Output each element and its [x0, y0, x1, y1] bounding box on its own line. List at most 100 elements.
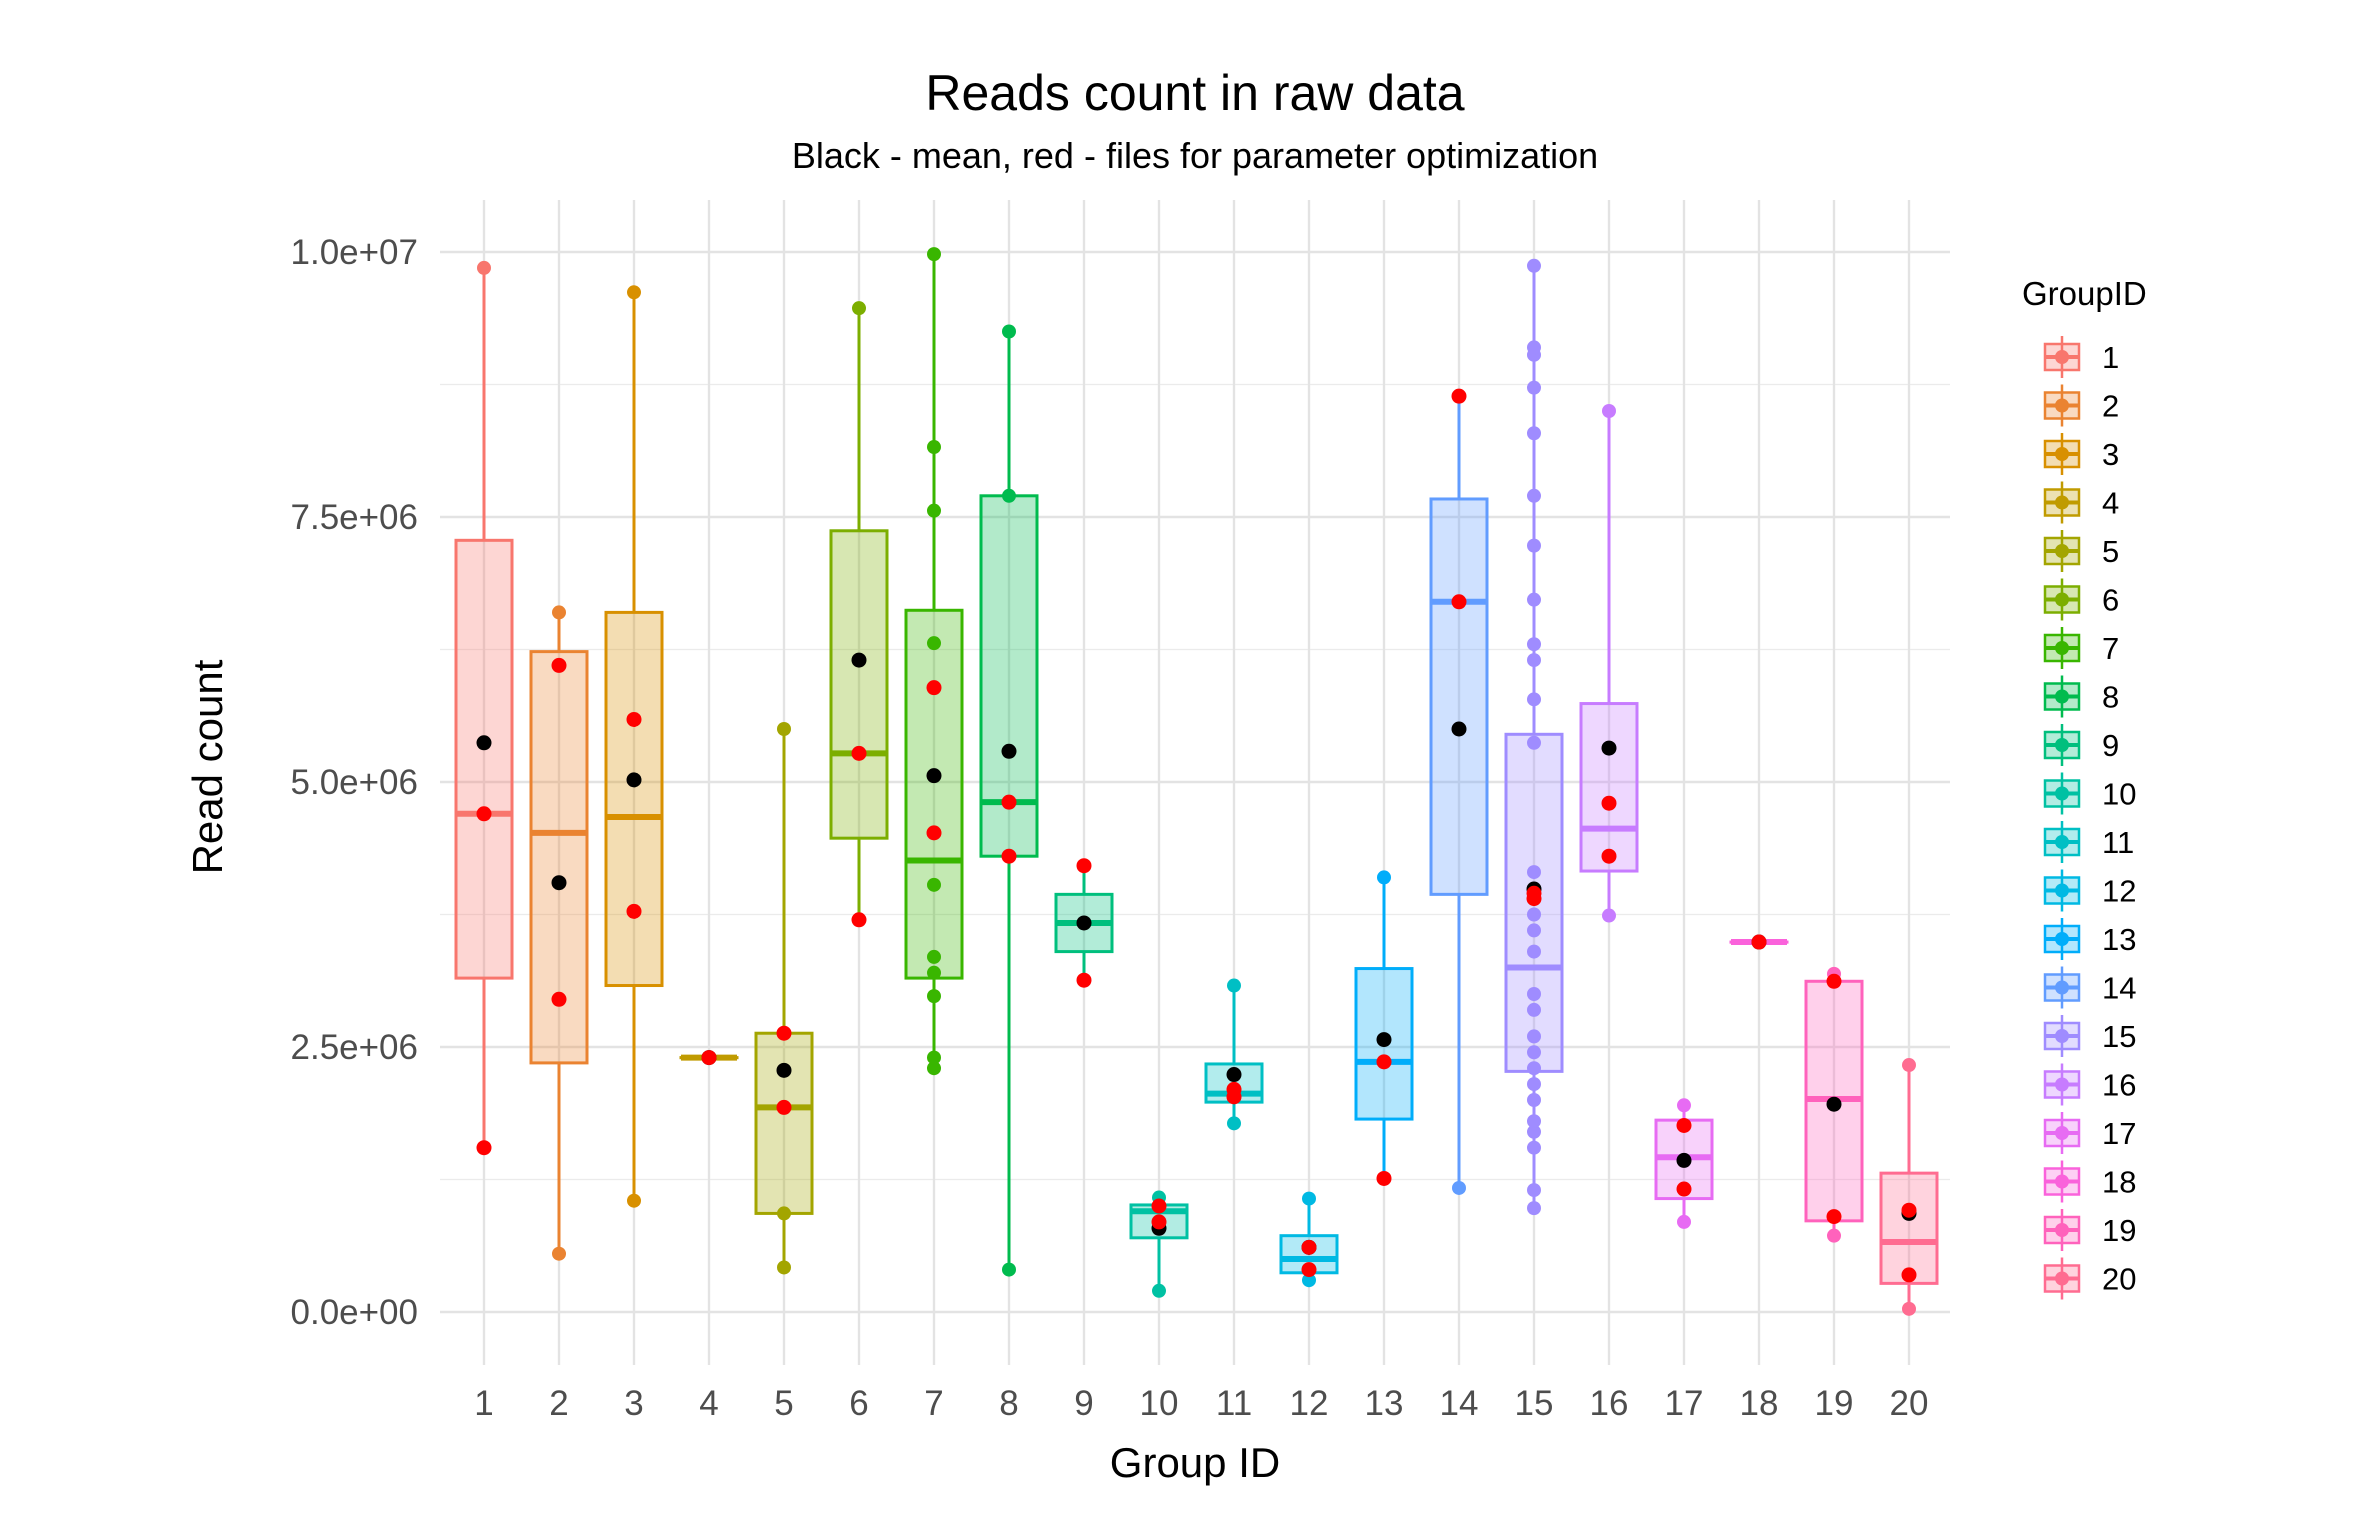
box-group-20 [1879, 1058, 1939, 1316]
y-tick-label: 2.5e+06 [291, 1028, 419, 1067]
y-tick-label: 1.0e+07 [291, 233, 419, 272]
data-point [1902, 1058, 1916, 1073]
data-point [1527, 735, 1541, 750]
x-tick-label: 16 [1590, 1384, 1629, 1423]
x-tick-label: 2 [549, 1384, 568, 1423]
data-point [1527, 1114, 1541, 1129]
legend-label: 15 [2102, 1019, 2136, 1054]
optimization-point [1676, 1117, 1692, 1133]
x-tick-label: 18 [1740, 1384, 1779, 1423]
box-group-12 [1279, 1191, 1339, 1288]
mean-point [851, 652, 867, 668]
data-point [927, 1050, 941, 1065]
x-tick-label: 15 [1515, 1384, 1554, 1423]
legend-item-17: 17 [2043, 1112, 2136, 1154]
data-point [927, 247, 941, 262]
legend-item-7: 7 [2043, 627, 2119, 669]
legend-key-point [2055, 689, 2069, 704]
x-tick-label: 14 [1440, 1384, 1479, 1423]
x-tick-label: 12 [1290, 1384, 1329, 1423]
mean-point [1676, 1152, 1692, 1168]
box-group-10 [1129, 1190, 1189, 1298]
legend-label: 18 [2102, 1165, 2136, 1200]
data-point [1302, 1191, 1316, 1206]
optimization-point [1601, 848, 1617, 864]
legend-key-point [2055, 883, 2069, 898]
data-point [777, 1260, 791, 1275]
legend-item-12: 12 [2043, 869, 2136, 912]
box-body [754, 1031, 814, 1215]
legend-key-point [2055, 592, 2069, 607]
optimization-point [701, 1050, 717, 1066]
data-point [1002, 1262, 1016, 1277]
y-tick-label: 7.5e+06 [291, 498, 419, 537]
box-group-6 [829, 301, 889, 928]
optimization-point [1076, 858, 1092, 874]
legend-item-8: 8 [2043, 675, 2119, 718]
optimization-point [1676, 1181, 1692, 1197]
box-group-9 [1054, 858, 1114, 988]
data-point [1527, 340, 1541, 355]
data-point [1002, 324, 1016, 339]
legend-key-point [2055, 980, 2069, 995]
optimization-point [851, 745, 867, 761]
data-point [1527, 1201, 1541, 1216]
mean-point [1226, 1067, 1242, 1083]
optimization-point [1826, 973, 1842, 989]
optimization-point [1376, 1170, 1392, 1186]
box-group-15 [1504, 258, 1564, 1216]
box-body [904, 608, 964, 980]
mean-point [551, 875, 567, 891]
legend-key-point [2055, 932, 2069, 946]
legend-label: 19 [2102, 1213, 2136, 1248]
x-tick-label: 10 [1140, 1384, 1179, 1423]
legend-label: 8 [2102, 680, 2119, 715]
optimization-point [1076, 972, 1092, 988]
box-group-1 [454, 260, 514, 1156]
legend-label: 1 [2102, 340, 2119, 375]
plot-panel: 0.0e+002.5e+065.0e+067.5e+061.0e+071 2 3 4 5… [291, 200, 1950, 1423]
x-tick-label: 8 [999, 1384, 1018, 1423]
legend-title: GroupID [2022, 275, 2147, 312]
legend-label: 7 [2102, 631, 2119, 666]
data-point [1527, 592, 1541, 607]
optimization-point [776, 1099, 792, 1115]
legend-label: 12 [2102, 874, 2136, 909]
optimization-point [626, 903, 642, 919]
data-point [1527, 258, 1541, 273]
data-point [1527, 987, 1541, 1001]
optimization-point [926, 825, 942, 841]
data-point [927, 989, 941, 1004]
data-point [1602, 908, 1616, 923]
legend-label: 9 [2102, 728, 2119, 763]
data-point [777, 722, 791, 736]
legend-item-2: 2 [2043, 384, 2119, 427]
data-point [627, 285, 641, 300]
mean-point [1376, 1032, 1392, 1048]
optimization-point [1451, 594, 1467, 610]
data-point [1527, 692, 1541, 707]
y-axis-title: Read count [184, 659, 231, 874]
optimization-point [1301, 1239, 1317, 1255]
x-tick-label: 9 [1074, 1384, 1093, 1423]
mean-point [1601, 740, 1617, 756]
mean-point [776, 1062, 792, 1078]
legend-label: 2 [2102, 389, 2119, 424]
data-point [1527, 653, 1541, 668]
y-tick-label: 0.0e+00 [291, 1293, 419, 1332]
optimization-point [926, 680, 942, 696]
box-body [829, 529, 889, 840]
legend-item-19: 19 [2043, 1209, 2136, 1251]
legend-label: 4 [2102, 486, 2119, 521]
data-point [1452, 1180, 1466, 1195]
box-group-5 [754, 722, 814, 1275]
data-point [852, 301, 866, 316]
legend-item-13: 13 [2043, 918, 2136, 960]
data-point [627, 1193, 641, 1208]
legend-item-5: 5 [2043, 530, 2119, 572]
x-tick-label: 17 [1665, 1384, 1704, 1423]
data-point [1527, 865, 1541, 880]
legend-item-14: 14 [2043, 966, 2136, 1009]
legend-key-point [2055, 641, 2069, 655]
